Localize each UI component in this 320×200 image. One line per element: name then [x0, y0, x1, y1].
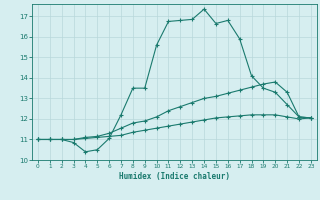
- X-axis label: Humidex (Indice chaleur): Humidex (Indice chaleur): [119, 172, 230, 181]
